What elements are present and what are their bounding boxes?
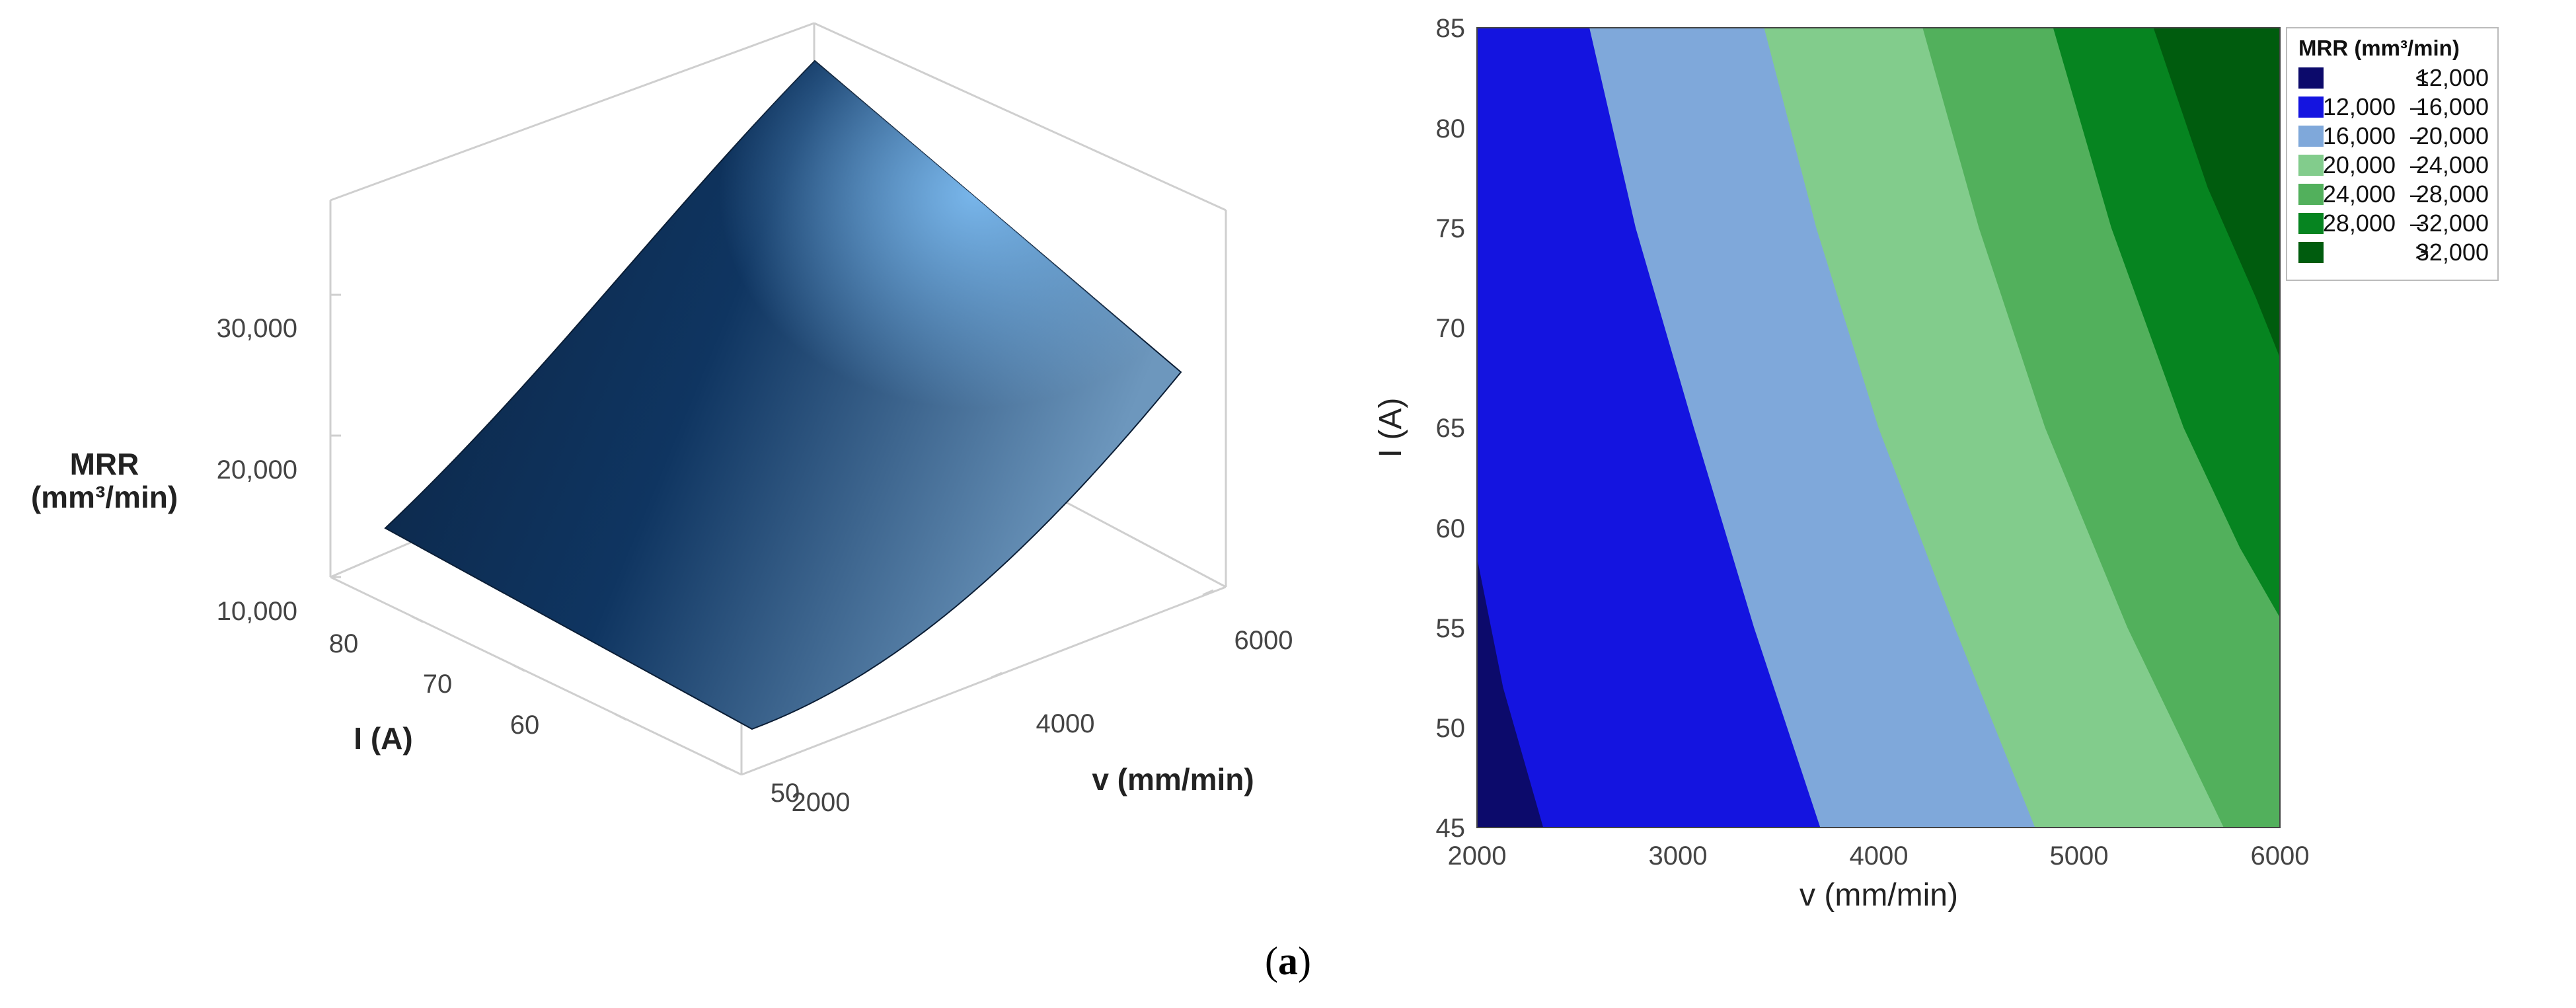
legend-range-high: 24,000 (2416, 151, 2489, 178)
v-tick-mark (991, 672, 1003, 679)
legend-range-high: 32,000 (2416, 210, 2489, 237)
i-axis (410, 615, 729, 770)
legend-range-dash: – (2410, 180, 2423, 208)
y-tick-label: 75 (1436, 214, 1466, 243)
legend-range-dash: – (2410, 210, 2423, 237)
frame-floor-front-right (741, 586, 1227, 776)
v-tick-mark (1202, 589, 1214, 596)
legend-swatch (2298, 126, 2324, 147)
legend-swatch (2298, 242, 2324, 263)
legend-range-symbol: < (2415, 64, 2429, 91)
legend-range-high: 28,000 (2416, 180, 2489, 208)
caption-close-paren: ) (1298, 939, 1311, 983)
i-tick-mark (716, 761, 729, 770)
legend-range-low: 28,000 (2323, 210, 2396, 237)
x-axis-label: v (mm/min) (1799, 878, 1958, 913)
surface-plot: 10,000 20,000 30,000 MRR (mm³/min) 50 60… (31, 22, 1293, 817)
frame-top-left-edge (330, 22, 815, 202)
legend-swatch (2298, 67, 2324, 89)
legend-swatch (2298, 155, 2324, 176)
y-tick-label: 65 (1436, 414, 1466, 443)
v-tick-label: 2000 (792, 788, 851, 817)
legend-range-low: 20,000 (2323, 151, 2396, 178)
y-tick-label: 60 (1436, 514, 1466, 543)
legend-range-dash: – (2410, 122, 2423, 149)
legend-range-high: 16,000 (2416, 93, 2489, 120)
z-tick-label: 20,000 (217, 455, 297, 485)
y-tick-label: 85 (1436, 14, 1466, 43)
frame-floor-front-left (330, 576, 742, 776)
z-axis-unit: (mm³/min) (31, 480, 178, 514)
frame-top-right-edge (814, 22, 1227, 212)
legend-range-symbol: > (2415, 239, 2429, 266)
i-axis-label: I (A) (354, 721, 412, 756)
contour-plot: 45 50 55 60 65 70 75 80 85 I (A) 2000 30… (1373, 14, 2499, 913)
legend-swatch (2298, 213, 2324, 234)
x-tick-label: 5000 (2050, 841, 2109, 871)
v-axis (779, 589, 1214, 761)
legend-swatch (2298, 184, 2324, 205)
caption-letter: a (1278, 939, 1298, 983)
legend-range-dash: – (2410, 93, 2423, 120)
contour-regions (1477, 28, 2280, 828)
legend-range-high: 20,000 (2416, 122, 2489, 149)
v-axis-labels: 2000 4000 6000 v (mm/min) (792, 626, 1293, 817)
x-tick-label: 4000 (1850, 841, 1909, 871)
v-tick-label: 6000 (1234, 626, 1293, 655)
v-tick-label: 4000 (1036, 709, 1095, 738)
caption-open-paren: ( (1265, 939, 1278, 983)
y-tick-label: 55 (1436, 614, 1466, 643)
legend-range-dash: – (2410, 151, 2423, 178)
i-tick-label: 50 (771, 779, 800, 808)
v-axis-label: v (mm/min) (1092, 762, 1254, 796)
figure-caption: (a) (1265, 939, 1311, 983)
i-tick-mark (512, 664, 525, 672)
legend-swatch (2298, 97, 2324, 118)
y-tick-label: 80 (1436, 114, 1466, 143)
x-axis: 2000 3000 4000 5000 6000 v (mm/min) (1448, 841, 2310, 913)
z-tick-label: 30,000 (217, 314, 297, 343)
i-tick-label: 60 (510, 711, 540, 740)
i-axis-labels: 50 60 70 80 I (A) (329, 629, 800, 808)
legend-range-low: 24,000 (2323, 180, 2396, 208)
i-tick-label: 70 (423, 670, 453, 699)
legend-range-high: 32,000 (2416, 239, 2489, 266)
y-tick-label: 45 (1436, 814, 1466, 843)
legend-range-low: 16,000 (2323, 122, 2396, 149)
i-tick-label: 80 (329, 629, 359, 658)
y-axis-label: I (A) (1373, 398, 1408, 458)
response-surface-highlight (385, 61, 1181, 729)
y-tick-label: 70 (1436, 314, 1466, 343)
v-tick-mark (779, 754, 791, 761)
z-tick-label: 10,000 (217, 597, 297, 626)
legend-title: MRR (mm³/min) (2298, 36, 2460, 60)
contour-plot-border (1476, 27, 2281, 828)
z-axis-label: MRR (70, 447, 139, 481)
x-tick-label: 3000 (1649, 841, 1708, 871)
i-tick-mark (614, 713, 627, 721)
x-tick-label: 6000 (2251, 841, 2310, 871)
i-tick-mark (410, 615, 424, 623)
legend-range-low: 12,000 (2323, 93, 2396, 120)
y-axis: 45 50 55 60 65 70 75 80 85 I (A) (1373, 14, 1465, 843)
legend-range-high: 12,000 (2416, 64, 2489, 91)
y-tick-label: 50 (1436, 714, 1466, 743)
z-axis: 10,000 20,000 30,000 MRR (mm³/min) (31, 293, 341, 626)
contour-region-above-32000 (2153, 28, 2280, 358)
x-tick-label: 2000 (1448, 841, 1507, 871)
